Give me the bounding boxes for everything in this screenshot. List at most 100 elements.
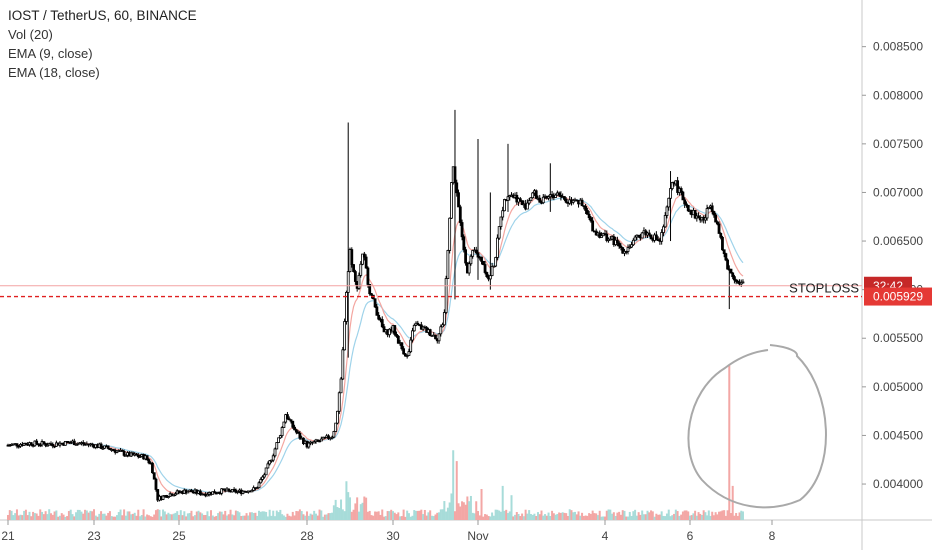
volume-bar <box>366 511 369 520</box>
volume-bar <box>533 513 536 520</box>
volume-bar <box>73 516 76 520</box>
volume-bar <box>625 516 628 520</box>
volume-bar <box>730 513 732 520</box>
candle-body <box>721 236 724 251</box>
volume-bar <box>42 514 45 520</box>
volume-bar <box>71 514 74 520</box>
candle-body <box>649 234 653 240</box>
volume-bar <box>172 513 175 520</box>
volume-bar <box>540 510 543 520</box>
volume-bar <box>135 515 138 520</box>
legend-ema-18[interactable]: EMA (18, close) <box>8 65 100 80</box>
volume-bar <box>641 510 644 520</box>
volume-bar <box>600 516 603 520</box>
volume-bar <box>354 503 357 520</box>
legend-volume[interactable]: Vol (20) <box>8 27 53 42</box>
volume-bar <box>695 515 698 520</box>
candle-body <box>662 226 665 233</box>
volume-bar <box>347 492 350 520</box>
candle-body <box>316 439 320 442</box>
ema-18-line <box>8 197 744 494</box>
candle-body <box>703 217 707 221</box>
candle-body <box>693 209 697 219</box>
volume-bar <box>700 514 703 520</box>
candle-body <box>156 489 160 501</box>
volume-bar <box>665 513 668 520</box>
volume-bar <box>108 511 111 520</box>
volume-bar <box>712 515 715 520</box>
volume-bar <box>112 516 115 520</box>
volume-bar <box>314 513 317 520</box>
candle-body <box>439 326 443 335</box>
volume-bar <box>352 509 355 520</box>
candle-body <box>585 209 589 215</box>
legend-ema-9[interactable]: EMA (9, close) <box>8 46 93 61</box>
candle-body <box>446 250 450 279</box>
volume-bar <box>320 510 323 520</box>
candle-body <box>362 253 366 258</box>
volume-bar <box>484 514 487 520</box>
volume-bar <box>586 515 589 520</box>
volume-bar <box>711 511 714 520</box>
volume-bar <box>84 509 87 520</box>
candle-body <box>557 192 561 196</box>
volume-bar <box>618 511 621 520</box>
volume-bar <box>323 514 326 520</box>
candle-body <box>346 271 350 293</box>
volume-bar <box>423 509 426 520</box>
candle-body <box>442 312 446 326</box>
volume-bar <box>41 511 44 520</box>
volume-bar <box>657 514 660 520</box>
volume-bar <box>535 516 538 520</box>
volume-bar <box>238 512 241 520</box>
volume-bar <box>167 512 170 520</box>
volume-bar <box>411 515 414 520</box>
candle-body <box>485 272 489 278</box>
volume-bar <box>261 511 264 520</box>
candle-body <box>520 200 524 206</box>
candle-body <box>402 348 406 355</box>
volume-bar <box>399 516 402 520</box>
volume-bar <box>178 514 180 520</box>
volume-bar <box>528 510 531 520</box>
candle-body <box>663 215 667 228</box>
volume-bar <box>544 514 547 520</box>
volume-bar <box>158 509 161 520</box>
candle-body <box>364 256 368 269</box>
volume-bar <box>445 511 448 520</box>
volume-bar <box>680 514 683 520</box>
volume-bar <box>300 511 303 520</box>
x-tick-label: 23 <box>87 529 101 543</box>
volume-bar <box>690 515 693 520</box>
volume-bar <box>8 510 11 520</box>
volume-bar <box>202 515 205 520</box>
candle-body <box>434 334 437 340</box>
candle-body <box>373 298 377 308</box>
candle-body <box>403 353 407 357</box>
volume-bar <box>222 514 225 520</box>
volume-bar <box>718 511 721 520</box>
volume-bar <box>536 512 539 520</box>
volume-bar <box>436 512 439 520</box>
volume-bar <box>170 514 173 520</box>
volume-bar <box>370 515 373 520</box>
candle-body <box>471 250 475 257</box>
candle-body <box>72 440 76 446</box>
volume-bar <box>642 514 645 520</box>
volume-bar <box>637 512 640 520</box>
symbol-title[interactable]: IOST / TetherUS, 60, BINANCE <box>8 8 197 23</box>
volume-bar <box>290 516 292 520</box>
volume-bar <box>78 509 81 520</box>
volume-bar <box>338 507 341 520</box>
volume-bar <box>156 509 159 520</box>
volume-bar <box>731 485 734 520</box>
candle-body <box>665 206 669 216</box>
volume-bar <box>345 481 348 520</box>
volume-bar <box>311 514 314 520</box>
volume-bar <box>584 515 587 520</box>
volume-bar <box>395 514 398 520</box>
candle-body <box>437 333 441 342</box>
volume-bar <box>107 512 110 520</box>
volume-bar <box>397 512 400 520</box>
